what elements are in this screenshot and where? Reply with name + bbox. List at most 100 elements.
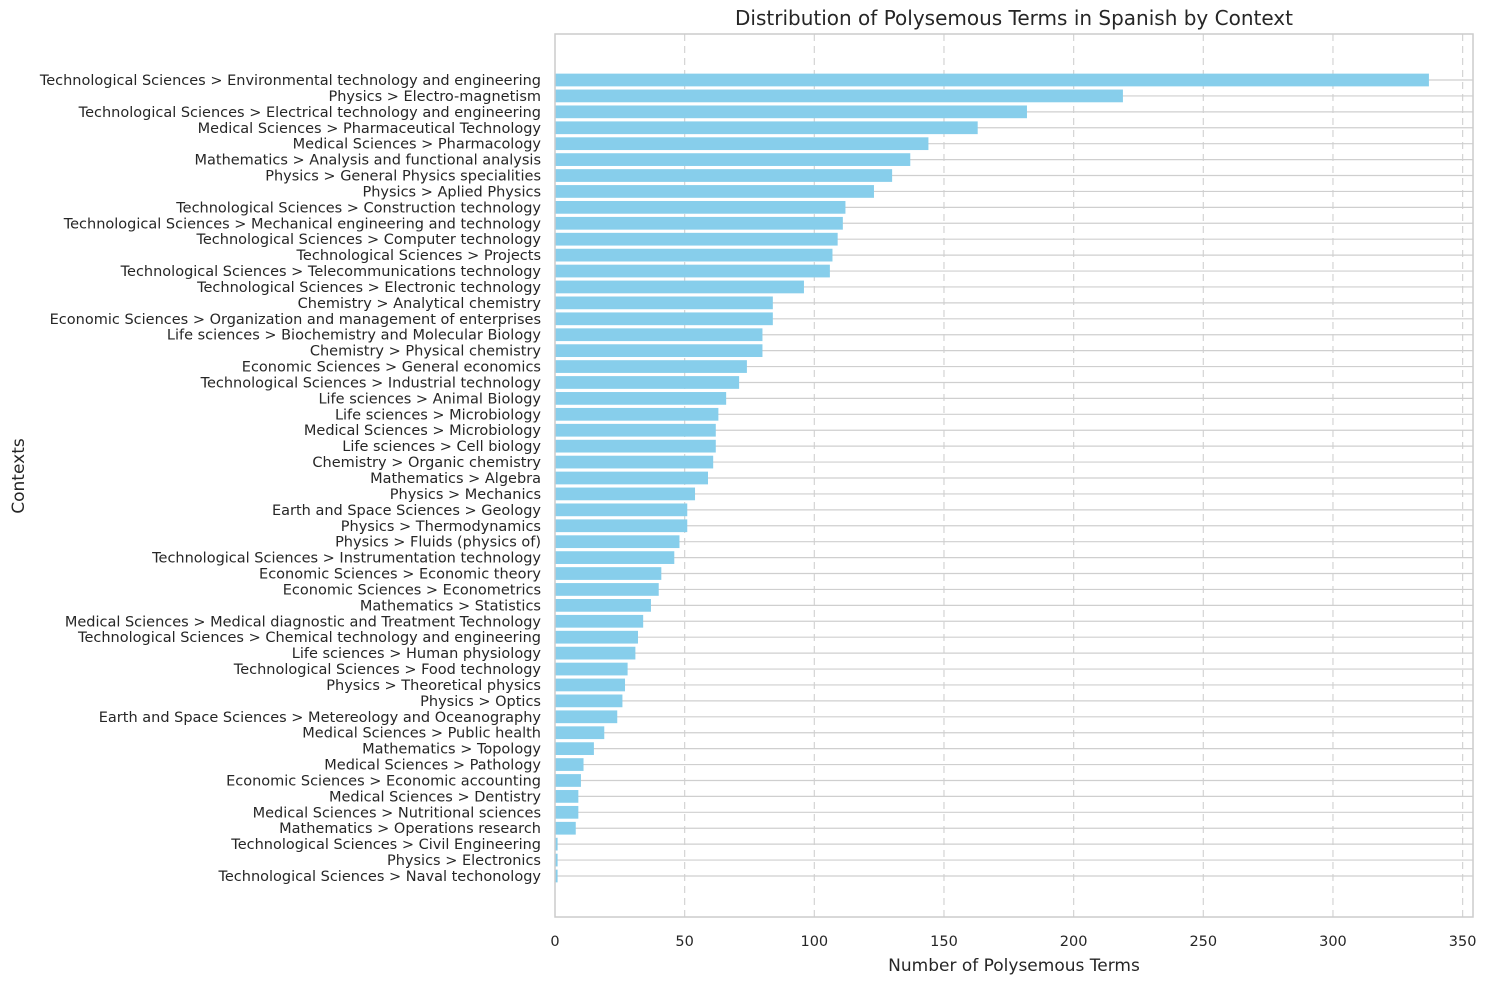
y-tick-label: Life sciences > Microbiology	[335, 407, 541, 423]
y-tick-label: Technological Sciences > Chemical techno…	[77, 630, 541, 646]
bar	[555, 121, 978, 135]
y-tick-label: Medical Sciences > Dentistry	[329, 789, 541, 805]
y-tick-label: Technological Sciences > Civil Engineeri…	[230, 837, 541, 853]
x-tick-label: 250	[1189, 934, 1217, 950]
bar	[555, 407, 719, 421]
y-tick-label: Earth and Space Sciences > Geology	[272, 503, 541, 519]
x-tick-label: 350	[1449, 934, 1477, 950]
bar	[555, 662, 628, 676]
y-tick-label: Physics > Electronics	[387, 853, 541, 869]
y-tick-label: Technological Sciences > Mechanical engi…	[63, 216, 542, 232]
bar	[555, 471, 708, 485]
bar	[555, 392, 727, 405]
y-tick-label: Medical Sciences > Public health	[302, 726, 541, 742]
y-tick-label: Physics > Theoretical physics	[326, 678, 541, 694]
y-tick-label: Technological Sciences > Food technology	[233, 662, 542, 678]
y-tick-label: Medical Sciences > Nutritional sciences	[253, 805, 541, 821]
y-tick-label: Technological Sciences > Telecommunicati…	[120, 264, 542, 280]
y-tick-labels: Technological Sciences > Environmental t…	[39, 73, 542, 885]
bar	[555, 89, 1123, 103]
y-tick-label: Earth and Space Sciences > Metereology a…	[99, 710, 542, 726]
bar	[555, 200, 846, 214]
bar	[555, 567, 662, 580]
bar	[555, 646, 636, 660]
y-tick-label: Economic Sciences > Econometrics	[283, 582, 541, 598]
y-tick-label: Physics > Aplied Physics	[362, 184, 541, 200]
bar	[555, 312, 773, 326]
bar	[555, 821, 576, 835]
bar	[555, 439, 716, 453]
y-tick-label: Mathematics > Topology	[362, 742, 541, 758]
y-tick-label: Life sciences > Cell biology	[342, 439, 541, 455]
y-tick-label: Mathematics > Algebra	[370, 471, 541, 487]
y-tick-label: Economic Sciences > General economics	[242, 360, 541, 376]
bar	[555, 328, 763, 342]
y-tick-label: Economic Sciences > Economic accounting	[226, 773, 541, 789]
y-tick-label: Life sciences > Animal Biology	[318, 391, 541, 407]
y-tick-label: Technological Sciences > Construction te…	[175, 200, 541, 216]
bar	[555, 551, 675, 564]
bar	[555, 105, 1027, 119]
y-tick-label: Technological Sciences > Naval techonolo…	[217, 869, 541, 885]
x-tick-label: 50	[675, 934, 693, 950]
bar	[555, 790, 579, 803]
bar	[555, 774, 581, 787]
y-tick-label: Medical Sciences > Pharmacology	[293, 137, 542, 153]
x-tick-label: 150	[930, 934, 958, 950]
y-axis-label: Contexts	[9, 438, 29, 514]
y-tick-label: Chemistry > Physical chemistry	[310, 344, 542, 360]
bar	[555, 758, 584, 771]
bar	[555, 742, 594, 756]
y-tick-label: Chemistry > Analytical chemistry	[298, 296, 542, 312]
y-tick-label: Physics > General Physics specialities	[265, 169, 541, 185]
y-tick-label: Life sciences > Human physiology	[292, 646, 542, 662]
y-tick-label: Physics > Fluids (physics of)	[335, 535, 541, 551]
bar	[555, 805, 579, 819]
y-tick-label: Mathematics > Statistics	[360, 598, 541, 614]
y-tick-label: Medical Sciences > Pharmaceutical Techno…	[198, 121, 542, 137]
y-tick-label: Medical Sciences > Microbiology	[304, 423, 542, 439]
y-tick-label: Mathematics > Analysis and functional an…	[194, 153, 541, 169]
x-axis-label: Number of Polysemous Terms	[888, 956, 1140, 976]
y-tick-label: Technological Sciences > Electronic tech…	[196, 280, 541, 296]
y-tick-label: Physics > Thermodynamics	[341, 519, 541, 535]
y-tick-label: Technological Sciences > Electrical tech…	[78, 105, 541, 121]
bar	[555, 455, 714, 469]
bar	[555, 503, 688, 517]
bar	[555, 296, 773, 310]
bar	[555, 248, 833, 262]
x-tick-label: 300	[1319, 934, 1347, 950]
bar	[555, 710, 618, 724]
bar	[555, 837, 558, 851]
x-tick-label: 100	[800, 934, 828, 950]
y-tick-label: Medical Sciences > Medical diagnostic an…	[65, 614, 542, 630]
bar	[555, 487, 696, 501]
x-tick-label: 200	[1060, 934, 1088, 950]
chart-title: Distribution of Polysemous Terms in Span…	[735, 6, 1293, 30]
y-tick-label: Economic Sciences > Organization and man…	[50, 312, 541, 328]
bar	[555, 869, 558, 883]
y-tick-label: Technological Sciences > Projects	[296, 248, 541, 264]
bar	[555, 423, 716, 437]
bar	[555, 280, 804, 294]
bar	[555, 630, 638, 644]
bar	[555, 360, 747, 373]
x-tick-label: 0	[550, 934, 559, 950]
y-tick-label: Chemistry > Organic chemistry	[312, 455, 541, 471]
y-tick-label: Technological Sciences > Industrial tech…	[200, 375, 542, 391]
bar	[555, 678, 626, 692]
bar	[555, 694, 623, 708]
y-tick-label: Technological Sciences > Environmental t…	[39, 73, 541, 89]
bar	[555, 185, 874, 198]
bar	[555, 598, 651, 612]
bar	[555, 376, 740, 389]
bar	[555, 344, 763, 358]
y-tick-label: Technological Sciences > Computer techno…	[195, 232, 541, 248]
bar	[555, 583, 659, 596]
plot-frame	[554, 33, 1474, 918]
y-tick-label: Mathematics > Operations research	[279, 821, 541, 837]
bar	[555, 726, 605, 740]
y-tick-label: Economic Sciences > Economic theory	[259, 567, 541, 583]
bars	[555, 73, 1429, 883]
y-tick-label: Life sciences > Biochemistry and Molecul…	[167, 328, 542, 344]
